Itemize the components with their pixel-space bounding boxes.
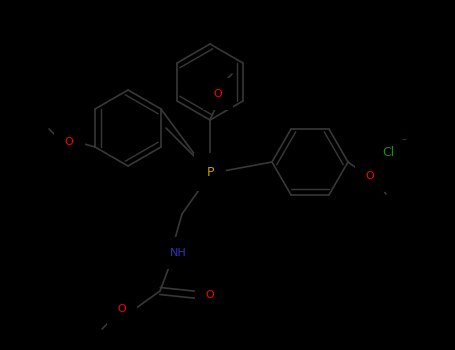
Text: O: O <box>214 89 222 99</box>
Text: ⁻: ⁻ <box>401 137 406 147</box>
Text: Cl: Cl <box>382 146 394 159</box>
Text: O: O <box>118 304 126 314</box>
Text: O: O <box>206 290 214 300</box>
Text: P: P <box>206 166 214 178</box>
Text: NH: NH <box>170 248 187 258</box>
Text: O: O <box>366 171 374 181</box>
Text: O: O <box>65 137 73 147</box>
